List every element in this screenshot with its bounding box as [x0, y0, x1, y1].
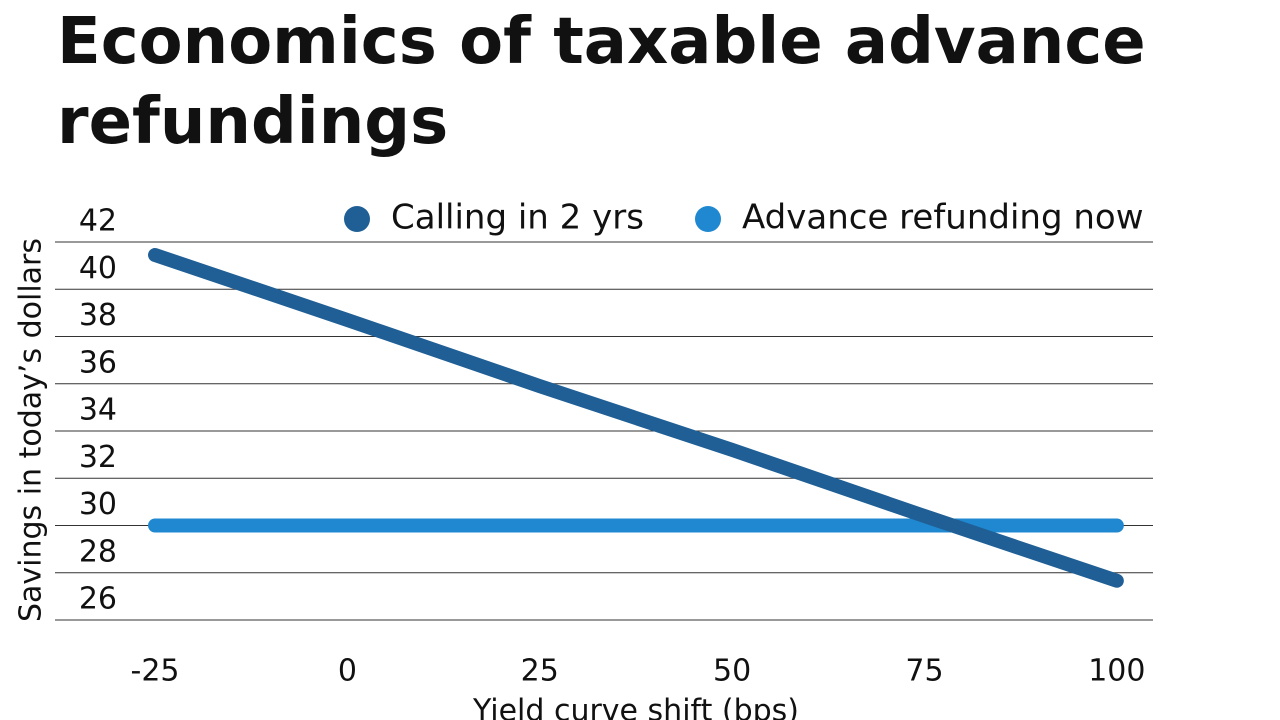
legend-label: Advance refunding now: [742, 198, 1144, 238]
x-tick-label: 25: [521, 654, 559, 689]
y-tick-label: 40: [79, 251, 117, 286]
x-tick-label: -25: [131, 654, 180, 689]
chart-title: Economics of taxable advance refundings: [57, 5, 1146, 159]
y-tick-label: 28: [79, 534, 117, 569]
x-tick-label: 0: [338, 654, 357, 689]
legend-marker: [695, 206, 721, 232]
y-tick-label: 26: [79, 582, 117, 617]
y-tick-label: 34: [79, 393, 117, 428]
y-tick-label: 42: [79, 204, 117, 239]
y-tick-label: 30: [79, 487, 117, 522]
y-axis-title: Savings in today’s dollars: [14, 238, 49, 622]
x-tick-label: 75: [905, 654, 943, 689]
x-axis-title: Yield curve shift (bps): [472, 694, 799, 720]
y-tick-label: 38: [79, 298, 117, 333]
legend-label: Calling in 2 yrs: [391, 198, 644, 238]
data-line: [148, 247, 1124, 588]
y-tick-label: 36: [79, 345, 117, 380]
legend-marker: [344, 206, 370, 232]
y-tick-label: 32: [79, 440, 117, 475]
x-tick-label: 50: [713, 654, 751, 689]
x-tick-label: 100: [1088, 654, 1145, 689]
